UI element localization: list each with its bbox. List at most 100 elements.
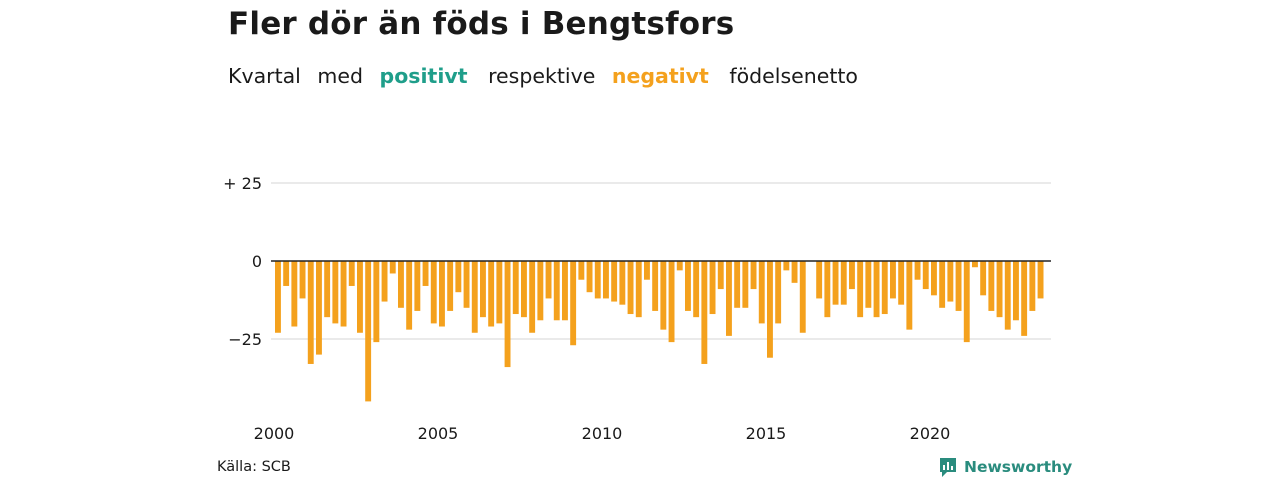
subtitle-negative-legend: negativt: [611, 64, 709, 88]
y-axis-labels: + 25 0 −25: [223, 174, 262, 349]
bar-layer: [275, 261, 1044, 402]
bar: [898, 261, 905, 305]
bar: [881, 261, 888, 315]
bar: [791, 261, 798, 283]
bar: [422, 261, 429, 286]
bar: [980, 261, 987, 296]
bar: [635, 261, 642, 318]
chart-title: Fler dör än föds i Bengtsfors: [228, 6, 735, 42]
y-tick-label: 0: [252, 252, 262, 271]
bar: [676, 261, 683, 271]
bar: [348, 261, 355, 286]
bar: [652, 261, 659, 311]
bar: [988, 261, 995, 311]
bar: [1004, 261, 1011, 330]
bar: [283, 261, 290, 286]
bar: [914, 261, 921, 280]
bar: [447, 261, 454, 311]
bar: [865, 261, 872, 308]
bar: [840, 261, 847, 305]
bar: [1021, 261, 1028, 336]
subtitle-word: med: [317, 64, 364, 88]
bar: [455, 261, 462, 293]
bar: [373, 261, 380, 343]
subtitle-positive-legend: positivt: [379, 64, 468, 88]
bar: [668, 261, 675, 343]
bar: [553, 261, 560, 321]
bar: [316, 261, 322, 355]
subtitle-word: födelsenetto: [729, 64, 858, 88]
y-tick-label: −25: [228, 330, 262, 349]
y-tick-label: + 25: [223, 174, 262, 193]
bar: [717, 261, 724, 290]
bar: [578, 261, 585, 280]
x-tick-label: 2005: [418, 424, 459, 443]
chart-subtitle: Kvartal med positivt respektive negativt…: [228, 64, 868, 88]
bar: [742, 261, 749, 308]
bar: [832, 261, 839, 305]
bar: [365, 261, 372, 402]
bar: [758, 261, 765, 324]
bar: [545, 261, 552, 299]
bar: [783, 261, 790, 271]
bar: [931, 261, 937, 296]
bar: [701, 261, 708, 364]
x-tick-label: 2020: [910, 424, 951, 443]
bar: [709, 261, 716, 315]
bar: [619, 261, 626, 305]
bar: [799, 261, 806, 333]
bar: [430, 261, 437, 324]
x-tick-label: 2015: [746, 424, 787, 443]
bar: [611, 261, 618, 302]
newsworthy-icon: [940, 458, 956, 477]
source-note: Källa: SCB: [217, 459, 291, 475]
subtitle-word: respektive: [488, 64, 596, 88]
bar: [332, 261, 339, 324]
bar: [381, 261, 388, 302]
bar: [693, 261, 700, 318]
bar: [750, 261, 757, 290]
bar: [824, 261, 831, 318]
bar: [660, 261, 667, 330]
bar: [586, 261, 593, 293]
grid-layer: [271, 182, 1051, 340]
bar: [890, 261, 896, 299]
bar: [299, 261, 306, 299]
x-axis-labels: 2000 2005 2010 2015 2020: [254, 424, 951, 443]
bar: [463, 261, 470, 308]
bar: [562, 261, 568, 321]
bar: [873, 261, 880, 318]
bar: [480, 261, 486, 318]
bar: [504, 261, 511, 368]
bar: [644, 261, 650, 280]
bar: [357, 261, 363, 333]
bar: [734, 261, 741, 308]
bar: [955, 261, 962, 311]
bar: [324, 261, 331, 318]
bar: [1013, 261, 1019, 321]
bar: [340, 261, 347, 327]
bar: [570, 261, 577, 346]
bar: [529, 261, 536, 333]
bar: [307, 261, 314, 364]
bar: [816, 261, 823, 299]
bar: [496, 261, 503, 324]
bar: [857, 261, 864, 318]
x-tick-label: 2010: [582, 424, 623, 443]
bar: [767, 261, 773, 358]
bar: [1037, 261, 1044, 299]
bar: [389, 261, 396, 274]
bar: [906, 261, 913, 330]
bar: [849, 261, 855, 290]
bar: [291, 261, 298, 327]
bar: [922, 261, 929, 290]
bar: [471, 261, 478, 333]
bar: [406, 261, 413, 330]
bar: [537, 261, 544, 321]
bar: [275, 261, 281, 333]
bar: [488, 261, 495, 327]
bar: [512, 261, 519, 315]
newsworthy-logo[interactable]: Newsworthy: [938, 456, 1072, 478]
x-tick-label: 2000: [254, 424, 295, 443]
